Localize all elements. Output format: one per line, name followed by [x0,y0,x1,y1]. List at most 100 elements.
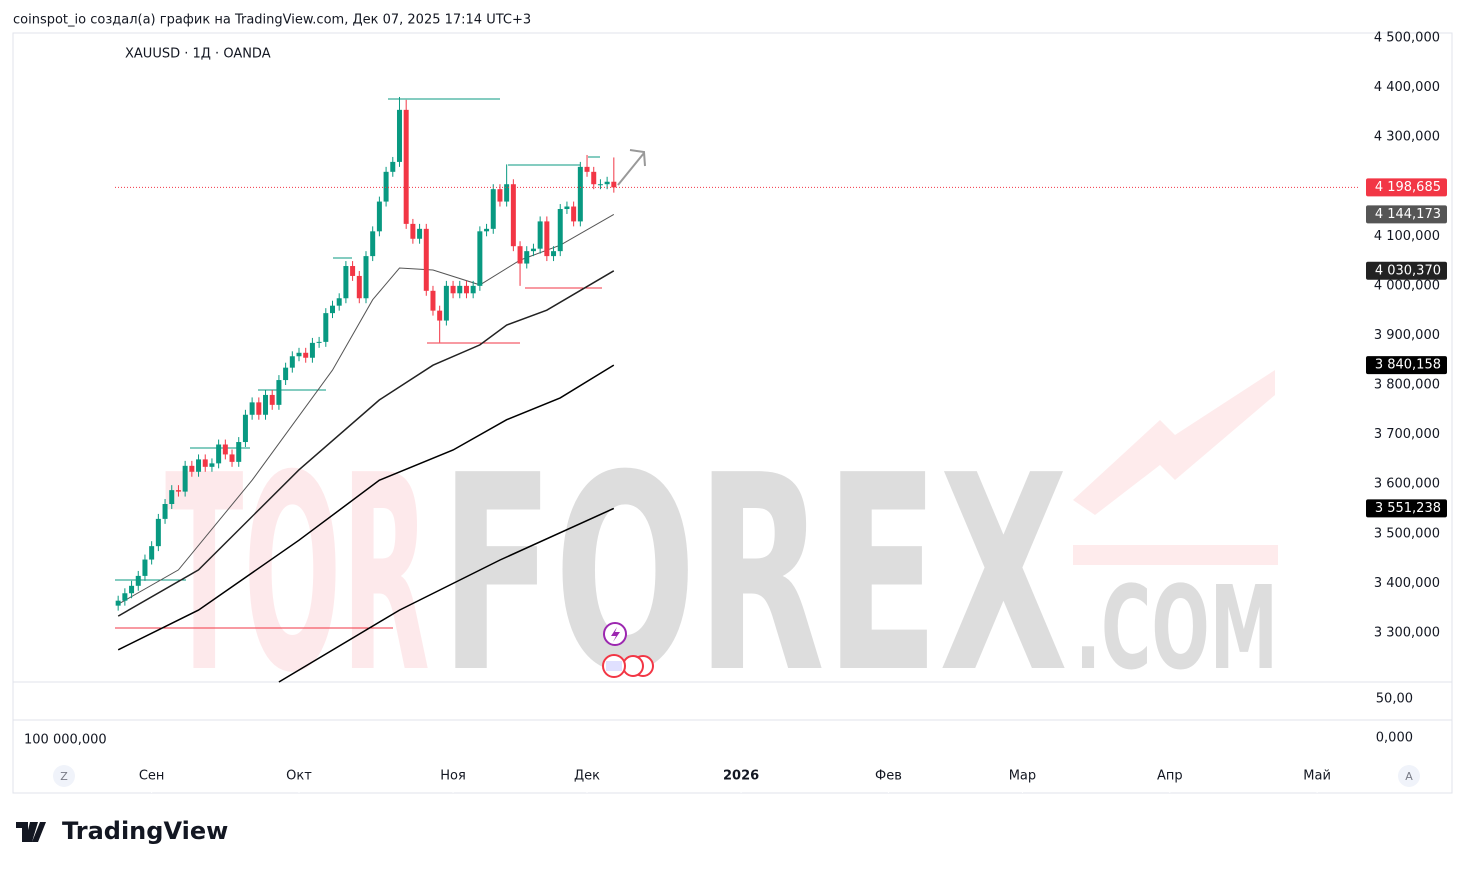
candle-body [289,356,295,368]
volume-tick-label: 0,000 [1376,731,1413,746]
y-tick-label: 3 300,000 [1374,625,1440,640]
candle-body [242,414,248,443]
candle-body [343,266,349,299]
ma-price-label: 4 144,173 [1375,207,1441,222]
zoom-button-label[interactable]: Z [60,770,68,783]
candle-body [530,248,536,252]
event-icons [602,622,654,678]
watermark: .COM [1075,562,1278,696]
candle-body [417,228,423,239]
chart-title: XAUUSD · 1Д · OANDA [125,47,271,62]
zoom-button[interactable] [53,765,75,787]
ma-price-label: 3 840,158 [1375,358,1441,373]
candle-body [517,246,523,264]
candle-body [209,463,215,467]
candle-body [330,305,336,314]
zoom-button-label[interactable]: A [1405,770,1413,783]
candle-body [470,285,476,294]
x-tick-label: Фев [875,769,902,784]
volume-tick-label: 50,00 [1376,692,1413,707]
tv-logo: TradingView [16,817,228,845]
y-tick-label: 3 800,000 [1374,378,1440,393]
moving-average [278,507,615,683]
candle-body [276,380,282,405]
ma-price-label-box [1366,261,1447,280]
watermark-arrow [1073,370,1275,515]
candle-body [216,444,222,464]
candle-body [396,109,402,162]
candle-body [544,221,550,257]
y-tick-label: 3 700,000 [1374,427,1440,442]
moving-average [117,364,615,651]
candle-body [142,559,148,576]
candle-body [591,171,597,185]
candle-body [189,465,195,472]
volume-label: 100 000,000 [24,733,107,748]
y-tick-label: 3 900,000 [1374,328,1440,343]
candle-body [564,206,570,210]
watermark-bar [1073,545,1278,565]
candle-body [450,285,456,294]
candle-body [363,256,369,299]
candle-body [155,518,161,547]
y-tick-label: 4 400,000 [1374,80,1440,95]
y-tick-label: 4 500,000 [1374,30,1440,45]
candle-body [309,342,315,358]
candle-body [356,275,362,299]
x-tick-label: Ноя [440,769,466,784]
candle-body [443,285,449,321]
candle-body [463,285,469,294]
candle-body [175,490,181,492]
candle-body [376,201,382,232]
x-tick-label: 2026 [723,769,759,784]
candle-body [510,184,516,247]
candle-body [370,231,376,257]
candle-body [129,585,135,594]
candle-body [437,310,443,321]
x-tick-label: Дек [574,769,600,784]
candle-body [202,459,208,467]
candle-body [222,444,228,455]
candle-body [162,504,168,519]
candle-body [169,490,175,505]
candle-body [283,367,289,381]
ma-price-label-box [1366,356,1447,375]
chart-frame [12,32,1453,794]
y-tick-label: 3 500,000 [1374,526,1440,541]
candle-body [390,161,396,172]
candle-body [584,166,590,172]
candle-body [229,454,235,462]
y-tick-label: 4 000,000 [1374,278,1440,293]
candle-body [256,402,262,415]
drawings [115,98,646,629]
candle-body [457,285,463,294]
x-tick-label: Сен [139,769,165,784]
ma-price-label-box [1366,205,1447,224]
moving-average [117,270,615,617]
zoom-button[interactable] [1398,765,1420,787]
candle-body [403,109,409,224]
candle-body [316,341,322,343]
candle-body [303,352,309,358]
watermark: TOR [165,417,430,732]
candle-body [557,209,563,252]
candle-body [490,189,496,229]
candle-body [551,251,557,257]
ma-price-label-box [1366,499,1447,518]
candle-body [263,394,269,415]
last-price-label: 4 198,685 [1375,180,1441,195]
candle-body [135,575,141,586]
last-price-box [1366,178,1447,197]
candle-body [249,402,255,415]
candle-body [336,298,342,306]
header: coinspot_io создал(а) график на TradingV… [13,13,531,28]
candle-body [577,166,583,222]
candle-body [236,442,242,462]
candle-body [115,600,121,606]
x-tick-label: Мар [1009,769,1036,784]
candle-body [597,184,603,186]
candle-body [524,251,530,264]
candle-body [611,181,617,188]
y-tick-label: 3 400,000 [1374,576,1440,591]
